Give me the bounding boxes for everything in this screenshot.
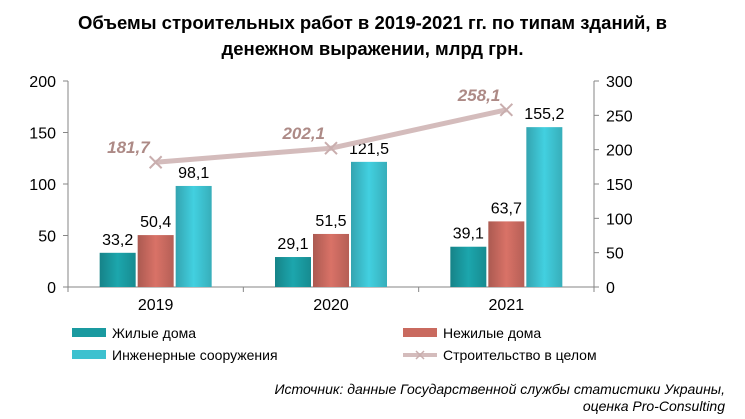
x-tick-label: 2020 [313, 297, 349, 314]
line-value-label: 181,7 [107, 138, 151, 157]
legend-label: Жилые дома [112, 325, 196, 341]
line-point-marker [499, 103, 514, 117]
bar [313, 233, 349, 287]
bar-value-label: 33,2 [102, 232, 133, 249]
bar-value-label: 121,5 [349, 141, 389, 158]
bar [450, 246, 487, 287]
source-line-1: Источник: данные Государственной службы … [274, 381, 725, 397]
bar-value-label: 50,4 [140, 214, 171, 231]
y-left-tick-label: 0 [47, 280, 56, 297]
x-tick-label: 2021 [489, 297, 525, 314]
bar [488, 221, 525, 287]
y-right-tick-label: 50 [606, 246, 624, 263]
chart-title: Объемы строительных работ в 2019-2021 гг… [0, 10, 745, 62]
bar [137, 235, 174, 287]
bar [526, 127, 563, 287]
source-line-2: оценка Pro-Consulting [582, 398, 725, 414]
y-left-tick-label: 50 [38, 229, 56, 246]
total-line [155, 107, 507, 165]
bar-value-label: 51,5 [315, 213, 346, 230]
legend-swatch-marker [415, 350, 425, 360]
legend-swatch [72, 350, 106, 359]
bar-value-label: 39,1 [453, 226, 484, 243]
legend-label: Строительство в целом [443, 347, 597, 363]
line-value-label: 258,1 [457, 86, 501, 105]
legend-label: Инженерные сооружения [112, 347, 278, 363]
bar [99, 252, 136, 287]
line-value-label: 202,1 [281, 124, 325, 143]
bar-value-label: 155,2 [524, 106, 564, 123]
y-right-tick-label: 100 [606, 211, 633, 228]
legend-swatch [403, 328, 437, 337]
x-tick-label: 2019 [138, 297, 174, 314]
y-right-tick-label: 250 [606, 108, 633, 125]
bar [275, 257, 311, 287]
chart-title-line-1: Объемы строительных работ в 2019-2021 гг… [77, 12, 668, 33]
legend-swatch [72, 328, 106, 337]
y-right-tick-label: 0 [606, 280, 615, 297]
bar [175, 185, 212, 287]
line-point-marker [324, 141, 338, 155]
bar-value-label: 98,1 [178, 165, 209, 182]
bar-value-label: 63,7 [491, 200, 522, 217]
source-note: Источник: данные Государственной службы … [274, 381, 725, 415]
line-point-marker [148, 155, 163, 169]
y-right-tick-label: 200 [606, 143, 633, 160]
y-left-tick-label: 200 [29, 74, 56, 91]
y-left-tick-label: 150 [29, 126, 56, 143]
y-right-tick-label: 150 [606, 177, 633, 194]
bar-value-label: 29,1 [277, 236, 308, 253]
y-right-tick-label: 300 [606, 74, 633, 91]
bar [351, 161, 387, 287]
legend-label: Нежилые дома [443, 325, 541, 341]
y-left-tick-label: 100 [29, 177, 56, 194]
chart-title-line-2: денежном выражении, млрд грн. [221, 38, 524, 59]
